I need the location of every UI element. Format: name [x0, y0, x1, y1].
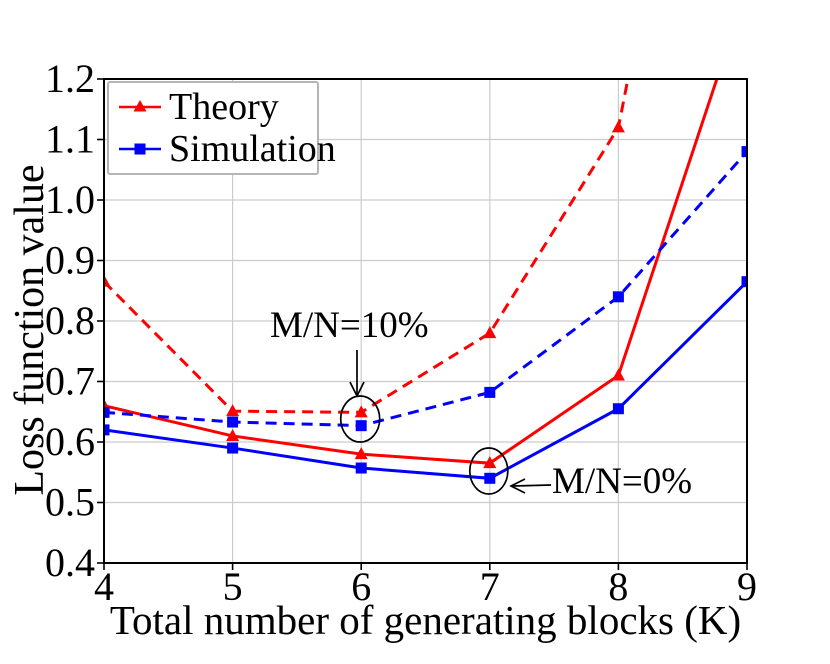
- y-axis-label: Loss function value: [7, 164, 53, 496]
- series-line-sim-mn10: [104, 150, 747, 428]
- simulation-line-marker-icon: [119, 143, 161, 155]
- marker-sim-mn10: [484, 386, 496, 398]
- marker-theory-mn0: [354, 447, 368, 460]
- legend-label-simulation: Simulation: [169, 128, 336, 170]
- annotation-circle-mn0: [468, 447, 509, 495]
- x-tick-label: 7: [480, 564, 500, 609]
- marker-sim-mn0: [104, 424, 110, 436]
- y-tick-label: 0.8: [45, 298, 95, 343]
- annotation-graphics: [339, 350, 552, 495]
- marker-sim-mn10: [355, 420, 367, 432]
- marker-theory-mn0: [611, 368, 625, 381]
- annotation-mn0-text: M/N=0%: [552, 461, 693, 502]
- y-tick-label: 0.9: [45, 238, 95, 283]
- marker-theory-mn0: [483, 456, 497, 469]
- marker-sim-mn10: [741, 146, 747, 158]
- marker-theory-mn0: [226, 428, 240, 441]
- marker-sim-mn0: [355, 462, 367, 474]
- marker-sim-mn0: [612, 403, 624, 415]
- x-tick-label: 9: [737, 564, 757, 609]
- legend-item-theory: Theory: [117, 87, 313, 127]
- y-tick-label: 1.0: [45, 177, 95, 222]
- y-tick-label: 1.2: [45, 56, 95, 101]
- marker-sim-mn0: [484, 472, 496, 484]
- y-tick-label: 0.5: [45, 480, 95, 525]
- annotation-arrowhead-mn0: [509, 478, 526, 494]
- annotation-circle-mn10: [339, 395, 381, 443]
- marker-theory-mn10: [104, 274, 111, 287]
- x-tick-label: 6: [351, 564, 371, 609]
- marker-sim-mn0: [227, 442, 239, 454]
- theory-line-marker-icon: [119, 100, 161, 112]
- marker-theory-mn10: [226, 404, 240, 417]
- series-group: [104, 79, 747, 484]
- y-tick-label: 0.6: [45, 419, 95, 464]
- series-line-theory-mn0: [104, 79, 719, 465]
- marker-theory-mn10: [483, 326, 497, 339]
- x-axis-label: Total number of generating blocks (K): [109, 597, 742, 643]
- marker-theory-mn10: [611, 120, 625, 133]
- x-tick-label: 4: [94, 564, 114, 609]
- legend-item-simulation: Simulation: [117, 129, 336, 169]
- legend: Theory Simulation: [107, 81, 336, 175]
- y-tick-label: 1.1: [45, 117, 95, 162]
- y-tick-label: 0.7: [45, 359, 95, 404]
- series-line-theory-mn10: [104, 79, 630, 414]
- x-tick-label: 8: [608, 564, 628, 609]
- annotation-arrow-mn0: [512, 484, 552, 487]
- marker-sim-mn0: [741, 276, 747, 288]
- marker-sim-mn10: [104, 406, 110, 418]
- y-tick-label: 0.4: [45, 540, 95, 585]
- marker-sim-mn10: [612, 291, 624, 303]
- legend-label-theory: Theory: [169, 86, 279, 128]
- series-line-sim-mn0: [104, 280, 747, 480]
- marker-sim-mn10: [227, 416, 239, 428]
- annotation-mn10-text: M/N=10%: [270, 305, 429, 346]
- annotation-arrowhead-mn10: [349, 381, 365, 398]
- marker-theory-mn10: [354, 405, 368, 418]
- x-tick-label: 5: [223, 564, 243, 609]
